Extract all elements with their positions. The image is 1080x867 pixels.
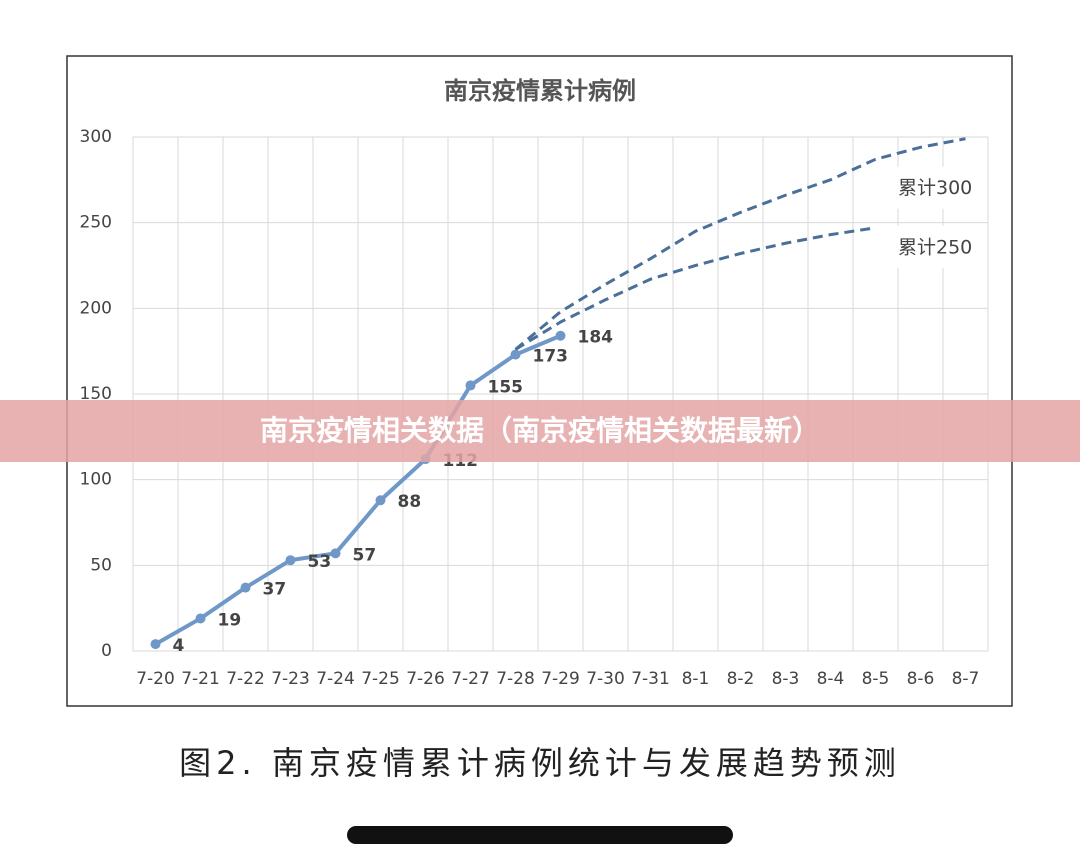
x-tick-label: 8-1 xyxy=(682,669,710,689)
chart-title: 南京疫情累计病例 xyxy=(444,77,636,105)
series-label: 累计300 xyxy=(898,177,972,199)
data-label: 57 xyxy=(353,545,377,565)
data-label: 173 xyxy=(533,347,569,367)
x-tick-label: 7-26 xyxy=(406,669,445,689)
data-point xyxy=(195,613,206,624)
data-label: 155 xyxy=(488,377,524,397)
data-point xyxy=(330,548,341,559)
data-label: 19 xyxy=(218,610,242,630)
data-label: 88 xyxy=(398,492,422,512)
projection-line xyxy=(514,226,876,351)
x-tick-label: 8-5 xyxy=(862,669,890,689)
series-label-bg xyxy=(890,225,986,268)
y-tick-label: 100 xyxy=(80,470,112,490)
data-point xyxy=(555,330,566,341)
y-tick-label: 300 xyxy=(80,127,112,147)
y-tick-label: 200 xyxy=(80,298,112,318)
x-tick-label: 7-21 xyxy=(181,669,220,689)
data-point xyxy=(150,639,161,650)
chart-frame xyxy=(66,55,1013,707)
y-tick-label: 0 xyxy=(101,641,112,661)
data-label: 53 xyxy=(308,552,332,572)
y-tick-label: 50 xyxy=(90,555,112,575)
series-label: 累计250 xyxy=(898,236,972,258)
data-point xyxy=(285,555,296,566)
caption: 图2. 南京疫情累计病例统计与发展趋势预测 xyxy=(179,744,901,782)
x-tick-label: 7-29 xyxy=(541,669,580,689)
data-point xyxy=(465,380,476,391)
x-tick-label: 7-31 xyxy=(631,669,670,689)
series-label-bg xyxy=(890,166,986,209)
data-point xyxy=(510,349,521,360)
x-tick-label: 7-22 xyxy=(226,669,265,689)
x-tick-label: 7-20 xyxy=(136,669,175,689)
projection-line xyxy=(514,137,966,351)
x-tick-label: 8-6 xyxy=(907,669,935,689)
x-tick-label: 8-3 xyxy=(772,669,800,689)
x-tick-label: 7-24 xyxy=(316,669,355,689)
banner-bg xyxy=(0,400,1080,462)
x-tick-label: 7-25 xyxy=(361,669,400,689)
x-tick-label: 8-4 xyxy=(817,669,845,689)
y-tick-label: 250 xyxy=(80,213,112,233)
y-tick-label: 150 xyxy=(80,384,112,404)
plot: 0 50 100 150 200 250 300 7-20 7-21 7-22 7-23 7-24 7-… xyxy=(80,127,989,689)
data-point xyxy=(240,582,251,593)
data-label: 37 xyxy=(263,580,287,600)
x-tick-label: 8-2 xyxy=(727,669,755,689)
x-tick-label: 7-30 xyxy=(586,669,625,689)
banner-title: 南京疫情相关数据（南京疫情相关数据最新） xyxy=(260,414,820,447)
data-line xyxy=(154,333,562,646)
x-tick-label: 7-27 xyxy=(451,669,490,689)
data-point xyxy=(375,495,386,506)
x-tick-label: 7-23 xyxy=(271,669,310,689)
home-indicator xyxy=(347,826,733,844)
data-label: 4 xyxy=(173,636,185,656)
x-tick-label: 7-28 xyxy=(496,669,535,689)
data-label: 184 xyxy=(578,328,614,348)
x-tick-label: 8-7 xyxy=(952,669,980,689)
